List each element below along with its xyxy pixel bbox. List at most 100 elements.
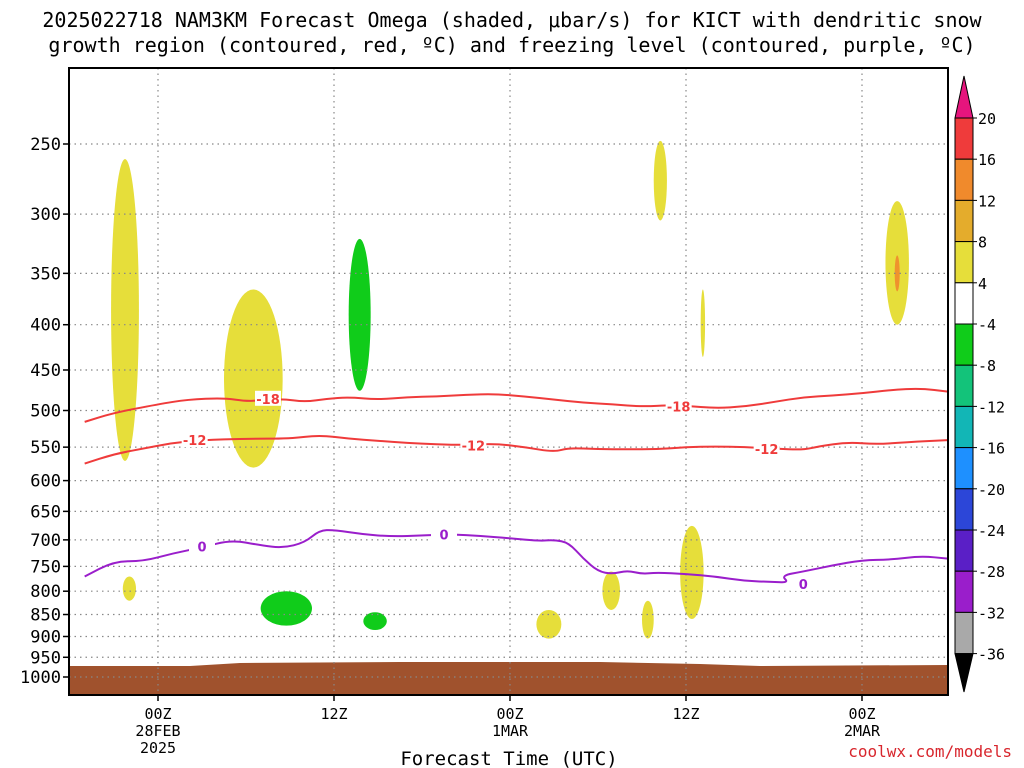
colorbar-label-4: 4	[978, 275, 987, 293]
contour-label-bg-1-0	[181, 432, 208, 448]
colorbar-segment-9	[954, 488, 974, 531]
colorbar-label-6: -8	[978, 357, 996, 375]
colorbar-label-7: -12	[978, 398, 1005, 416]
contour-label-0: 0	[439, 528, 448, 543]
omega-shaded-region-1	[224, 289, 283, 468]
credit-text: coolwx.com/models	[848, 742, 1012, 761]
colorbar-segment-2	[954, 199, 974, 243]
y-tick-label-400: 400	[30, 316, 61, 336]
y-tick-label-450: 450	[30, 361, 61, 381]
y-tick-label-600: 600	[30, 472, 61, 492]
y-tick-label-800: 800	[30, 582, 61, 602]
x-tick-label-24: 00Z	[496, 705, 523, 723]
x-tick-label-12: 12Z	[320, 705, 347, 723]
y-tick-label-650: 650	[30, 502, 61, 522]
colorbar-segment-5	[954, 323, 974, 366]
x-tick-label-0: 00Z	[144, 705, 171, 723]
y-tick-label-950: 950	[30, 648, 61, 668]
omega-shaded-core	[894, 255, 900, 292]
colorbar-label-5: -4	[978, 316, 996, 334]
y-tick-label-850: 850	[30, 606, 61, 626]
y-tick-label-700: 700	[30, 531, 61, 551]
colorbar-segment-10	[954, 529, 974, 572]
colorbar-label-11: -28	[978, 563, 1005, 581]
contour-label--18: -18	[256, 393, 280, 408]
x-tick-date-24: 1MAR	[492, 722, 529, 740]
omega-shaded-region-11	[642, 600, 654, 639]
y-tick-label-750: 750	[30, 557, 61, 577]
colorbar: 20 16 12 8 4 -4 -8 -12 -16 -20 -24 -28 -32 -36	[954, 75, 1005, 693]
colorbar-label-8: -16	[978, 440, 1005, 458]
plot-frame	[68, 67, 949, 696]
y-tick-label-250: 250	[30, 135, 61, 155]
omega-shaded-region-3	[653, 140, 667, 221]
omega-shading	[111, 140, 909, 639]
x-tick-year-0: 2025	[140, 739, 176, 757]
colorbar-label-3: 8	[978, 234, 987, 252]
contour-line--12	[84, 434, 949, 465]
colorbar-segment-3	[954, 241, 974, 284]
colorbar-segment-1	[954, 158, 974, 201]
contour-line-0	[84, 529, 949, 584]
omega-shaded-region-8	[363, 612, 387, 631]
colorbar-bottom-arrow	[954, 653, 974, 693]
omega-shaded-region-12	[680, 525, 704, 620]
contour-line--18	[84, 387, 949, 423]
omega-shaded-region-9	[536, 609, 562, 639]
contour-label--12: -12	[462, 440, 486, 455]
contour-label--12: -12	[183, 434, 207, 449]
x-tick-date-0: 28FEB	[135, 722, 180, 740]
contour-label-bg-0-0	[255, 390, 281, 406]
colorbar-segment-6	[954, 364, 974, 407]
omega-shaded-region-7	[260, 591, 313, 626]
contour-label-0: 0	[197, 540, 206, 555]
plot-area	[69, 68, 948, 695]
ground-surface	[69, 662, 948, 695]
y-tick-label-550: 550	[30, 438, 61, 458]
omega-shaded-region-6	[122, 576, 136, 601]
contour-label-0: 0	[799, 578, 808, 593]
contour-label-bg-1-2	[753, 441, 780, 457]
colorbar-label-10: -24	[978, 522, 1005, 540]
contour-label-bg-1-1	[460, 437, 487, 453]
y-tick-label-900: 900	[30, 627, 61, 647]
y-tick-label-1000: 1000	[20, 668, 61, 688]
chart-title-line-1: 2025022718 NAM3KM Forecast Omega (shaded…	[42, 8, 982, 32]
colorbar-segment-4	[954, 282, 974, 325]
contour-label-bg-2-0	[189, 538, 215, 554]
omega-shaded-region-0	[111, 159, 139, 461]
plot-background	[69, 68, 948, 695]
y-tick-label-350: 350	[30, 264, 61, 284]
x-tick-date-48: 2MAR	[844, 722, 881, 740]
contour-label-bg-0-1	[665, 398, 692, 414]
colorbar-segment-0	[954, 117, 974, 160]
colorbar-label-9: -20	[978, 481, 1005, 499]
y-tick-label-500: 500	[30, 402, 61, 422]
colorbar-label-13: -36	[978, 646, 1005, 664]
omega-shaded-region-10	[602, 571, 620, 610]
colorbar-segment-7	[954, 405, 974, 449]
contour-label-bg-2-2	[790, 575, 817, 591]
grid-lines	[69, 68, 948, 695]
colorbar-label-1: 16	[978, 151, 996, 169]
colorbar-segment-11	[954, 570, 974, 613]
x-tick-label-36: 12Z	[672, 705, 699, 723]
plot-border	[68, 67, 949, 696]
y-axis-ticks: 2503003504004505005506006507007508008509…	[20, 135, 69, 688]
ground-fill	[69, 662, 948, 695]
chart-title-line-2: growth region (contoured, red, ºC) and f…	[48, 33, 976, 57]
contour-label-bg-2-1	[431, 526, 457, 542]
contour-lines	[84, 387, 949, 584]
colorbar-segment-8	[954, 447, 974, 490]
colorbar-segment-12	[954, 611, 974, 655]
colorbar-label-0: 20	[978, 110, 996, 128]
colorbar-label-2: 12	[978, 192, 996, 210]
colorbar-top-arrow	[954, 75, 974, 119]
colorbar-label-12: -32	[978, 604, 1005, 622]
contour-label--12: -12	[755, 443, 779, 458]
x-axis-label: Forecast Time (UTC)	[400, 748, 617, 768]
y-tick-label-300: 300	[30, 205, 61, 225]
x-tick-label-48: 00Z	[848, 705, 875, 723]
